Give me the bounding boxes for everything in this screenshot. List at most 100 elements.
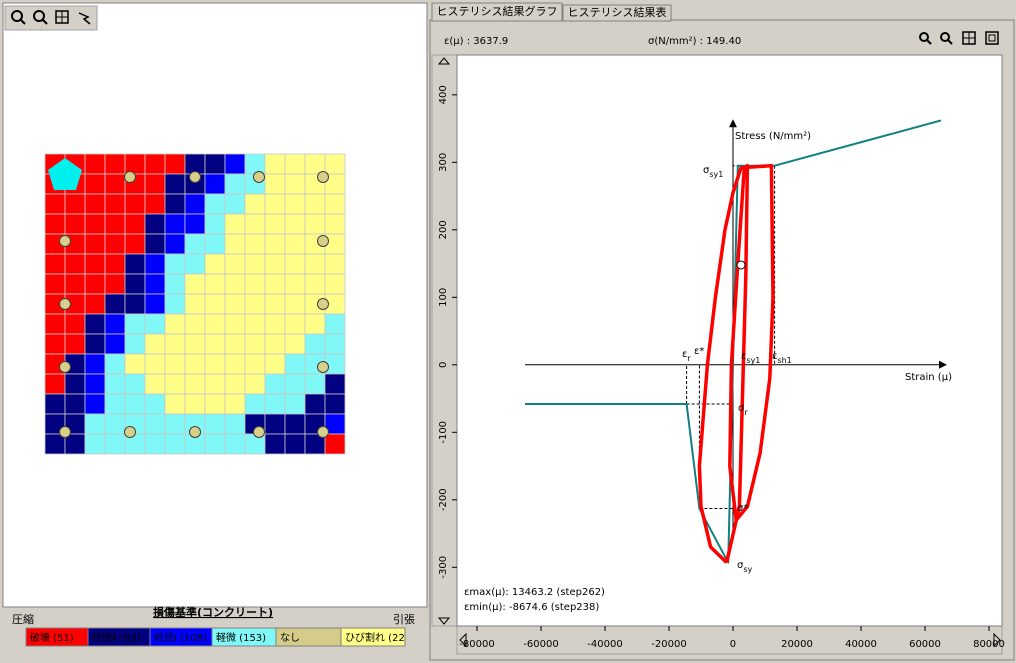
grid-cell: [204, 313, 226, 335]
rebar: [317, 235, 329, 247]
annotation-sub: sh1: [777, 356, 791, 365]
grid-cell: [104, 193, 126, 215]
grid-cell: [284, 273, 306, 295]
grid-cell: [264, 293, 286, 315]
grid-cell: [264, 193, 286, 215]
grid-cell: [144, 433, 166, 455]
pan-button[interactable]: [78, 12, 91, 25]
grid-cell: [264, 173, 286, 195]
annotation-sub: sy: [743, 565, 752, 574]
rebar: [317, 426, 329, 438]
annotation-text: ε*: [694, 346, 704, 357]
grid-cell: [264, 393, 286, 415]
grid-cell: [304, 213, 326, 235]
grid-cell: [44, 253, 66, 275]
grid-cell: [244, 153, 266, 175]
annotation-text: σ: [703, 165, 710, 176]
grid-cell: [104, 293, 126, 315]
rebar: [253, 171, 265, 183]
arrow: [938, 360, 947, 369]
grid-cell: [264, 153, 286, 175]
grid-cell: [164, 373, 186, 395]
scroll-down[interactable]: [437, 617, 451, 625]
grid-cell: [324, 253, 346, 275]
grid-cell: [284, 413, 306, 435]
legend-label: なし: [280, 632, 300, 644]
grid-cell: [244, 233, 266, 255]
grid-cell: [264, 373, 286, 395]
stress-readout: σ(N/mm²) : 149.40: [648, 36, 741, 47]
grid-cell: [64, 373, 86, 395]
zoom-out-button[interactable]: [940, 32, 953, 45]
y-scroll-strip[interactable]: [431, 54, 458, 627]
grid-cell: [164, 353, 186, 375]
grid-cell: [124, 233, 146, 255]
tab[interactable]: [562, 4, 672, 22]
hysteresis-chart: -300 -200 -100 0 100 200 300 400 -80000 -60000 -40…: [438, 85, 1005, 650]
grid-cell: [124, 333, 146, 355]
grid-cell: [84, 293, 106, 315]
cursor: [736, 260, 746, 270]
fit-button[interactable]: [55, 10, 69, 24]
grid-cell: [84, 173, 106, 195]
grid-cell: [324, 273, 346, 295]
grid-cell: [224, 273, 246, 295]
annotation-sub: r: [744, 408, 748, 417]
grid-cell: [84, 273, 106, 295]
grid-cell: [84, 433, 106, 455]
tab-active[interactable]: [431, 2, 563, 22]
compression-label: 圧縮: [12, 612, 34, 626]
grid-cell: [164, 193, 186, 215]
grid-cell: [324, 313, 346, 335]
grid-cell: [304, 373, 326, 395]
annotation-text: ε: [741, 351, 746, 362]
grid-cell: [324, 433, 346, 455]
arrow: [728, 119, 737, 128]
grid-cell: [204, 393, 226, 415]
grid-cell: [304, 313, 326, 335]
rebar: [189, 171, 201, 183]
grid-cell: [44, 393, 66, 415]
scroll-left[interactable]: [459, 632, 467, 648]
grid-cell: [244, 213, 266, 235]
grid-cell: [144, 393, 166, 415]
rebar: [59, 235, 71, 247]
grid-cell: [164, 293, 186, 315]
grid-cell: [184, 393, 206, 415]
x-tick-label: -40000: [587, 639, 622, 650]
grid-cell: [184, 213, 206, 235]
zoom-in-button[interactable]: [11, 10, 26, 25]
y-tick-label: 0: [438, 362, 449, 368]
grid-cell: [84, 233, 106, 255]
fit-button[interactable]: [962, 31, 976, 45]
grid-cell: [324, 153, 346, 175]
scroll-right[interactable]: [993, 632, 1001, 648]
scroll-up[interactable]: [437, 57, 451, 65]
grid-cell: [184, 313, 206, 335]
grid-cell: [184, 333, 206, 355]
grid-cell: [204, 413, 226, 435]
min-note: εmin(μ): -8674.6 (step238): [464, 602, 599, 613]
grid-cell: [284, 433, 306, 455]
zoom-in-button[interactable]: [919, 32, 932, 45]
rebar: [317, 171, 329, 183]
y-tick-label: 200: [438, 220, 449, 239]
zoom-out-button[interactable]: [33, 10, 48, 25]
x-tick-label: 60000: [909, 639, 941, 650]
grid-cell: [224, 413, 246, 435]
y-tick-label: 100: [438, 288, 449, 307]
annotation: σsy1: [703, 165, 723, 179]
window-button[interactable]: [985, 31, 999, 45]
strain-readout: ε(μ) : 3637.9: [444, 36, 508, 47]
x-tick-label: 40000: [845, 639, 877, 650]
grid-cell: [44, 193, 66, 215]
grid-cell: [224, 353, 246, 375]
y-tick-label: -100: [438, 421, 449, 444]
grid-cell: [64, 253, 86, 275]
grid-cell: [264, 333, 286, 355]
grid-cell: [84, 413, 106, 435]
grid-cell: [104, 233, 126, 255]
grid-cell: [144, 173, 166, 195]
grid-cell: [44, 213, 66, 235]
grid-cell: [264, 313, 286, 335]
